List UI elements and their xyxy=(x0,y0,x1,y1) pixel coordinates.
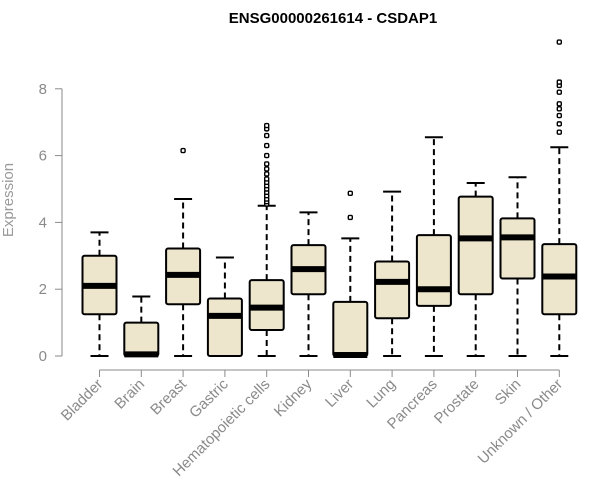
outlier-point xyxy=(556,39,562,45)
box-pancreas xyxy=(415,136,452,357)
box-iqr xyxy=(123,321,160,358)
x-tick-label: Liver xyxy=(322,376,357,411)
chart-title: ENSG00000261614 - CSDAP1 xyxy=(229,10,437,27)
box-unknown-other xyxy=(541,39,578,357)
y-axis: 0 2 4 6 8 xyxy=(39,81,63,365)
x-tick-label: Kidney xyxy=(271,375,316,420)
outlier-point xyxy=(264,171,270,177)
box-iqr xyxy=(332,300,369,357)
box-breast xyxy=(165,147,202,357)
y-tick-label: 8 xyxy=(39,81,47,98)
box-hematopoietic-cells xyxy=(248,122,285,357)
x-tick-label: Breast xyxy=(147,375,190,418)
box-skin xyxy=(499,176,536,357)
outlier-point xyxy=(556,129,562,135)
outlier-point xyxy=(556,112,562,119)
box-gastric xyxy=(206,256,243,357)
x-tick-label: Prostate xyxy=(431,376,483,428)
x-tick-label: Bladder xyxy=(58,376,107,425)
box-iqr xyxy=(415,234,452,307)
y-axis-label: Expression xyxy=(0,163,17,237)
outlier-point xyxy=(556,101,562,107)
outlier-point xyxy=(556,121,562,127)
x-tick-label: Lung xyxy=(363,376,399,412)
box-iqr xyxy=(374,260,411,320)
outlier-point xyxy=(264,132,270,139)
box-brain xyxy=(123,295,160,358)
x-tick-label: Skin xyxy=(492,376,525,409)
outlier-point xyxy=(556,79,562,85)
box-liver xyxy=(332,190,369,358)
y-tick-label: 4 xyxy=(39,214,47,231)
outlier-point xyxy=(264,152,270,159)
box-iqr xyxy=(457,195,494,296)
outlier-point xyxy=(264,166,270,172)
y-tick-label: 2 xyxy=(39,281,47,298)
box-bladder xyxy=(81,231,118,357)
box-iqr xyxy=(206,297,243,357)
box-kidney xyxy=(290,211,327,357)
outlier-point xyxy=(556,89,562,95)
outlier-point xyxy=(264,176,270,182)
outlier-point xyxy=(556,106,562,112)
box-prostate xyxy=(457,181,494,357)
y-tick-label: 6 xyxy=(39,148,47,165)
y-tick-label: 0 xyxy=(39,348,47,365)
outlier-point xyxy=(180,147,186,154)
box-iqr xyxy=(499,217,536,280)
outlier-point xyxy=(264,161,270,167)
outlier-point xyxy=(347,190,353,197)
box-lung xyxy=(374,190,411,357)
outlier-point xyxy=(264,142,270,149)
boxes-group xyxy=(81,39,578,358)
x-tick-label: Brain xyxy=(111,376,148,413)
outlier-point xyxy=(264,122,270,129)
outlier-point xyxy=(347,214,353,221)
